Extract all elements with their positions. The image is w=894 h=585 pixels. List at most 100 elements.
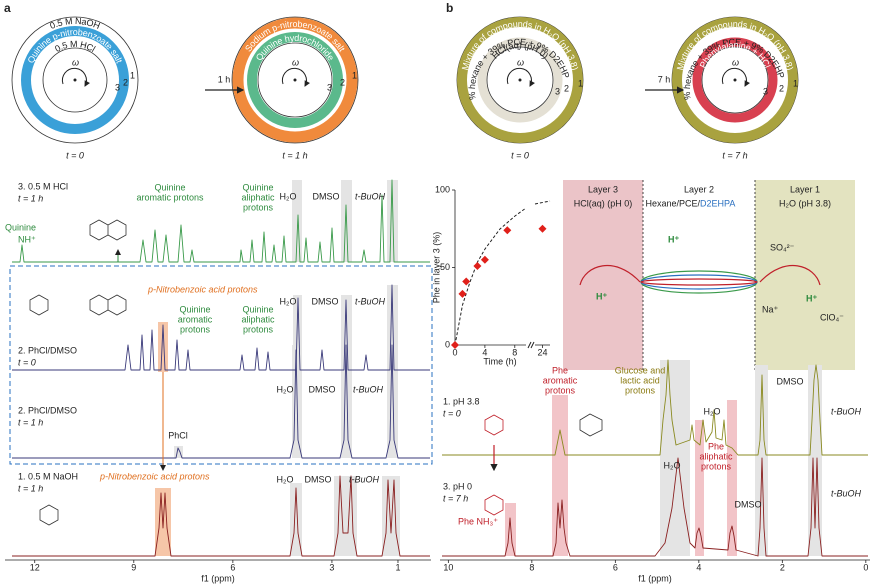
omega: ω <box>517 57 524 67</box>
layer-number: 2 <box>564 83 569 93</box>
peak-label: t-BuOH <box>349 474 380 484</box>
peak-label: Quinine <box>154 182 185 192</box>
trace-name: 3. 0.5 M HCl <box>18 181 68 191</box>
peak-label: H₂O <box>704 406 721 416</box>
x-tick-label: 12 <box>30 562 40 572</box>
layer-name: Layer 1 <box>790 184 820 194</box>
time-label: t = 0 <box>511 150 529 160</box>
trace-time: t = 0 <box>18 357 36 367</box>
peak-label: t-BuOH <box>355 191 386 201</box>
data-point <box>503 226 512 235</box>
ring-centers: ω 3 2 1 ω 3 2 1 ω 3 2 1 ω 3 2 1 <box>61 57 798 96</box>
layer-number: 1 <box>793 78 798 88</box>
peak-label: Glucose and <box>615 365 666 375</box>
layer-number: 3 <box>115 82 120 92</box>
peak-label: H₂O <box>280 296 297 306</box>
species: H⁺ <box>668 234 679 244</box>
axis-break <box>527 341 535 349</box>
peak-label: aliphatic <box>241 192 275 202</box>
peak-label: lactic acid <box>620 375 660 385</box>
layer-name: Layer 3 <box>588 184 618 194</box>
spectrum <box>12 475 430 557</box>
ring-label: 0.5 M HCl <box>53 39 97 54</box>
trace-name: 1. pH 3.8 <box>443 396 480 406</box>
data-point <box>480 255 489 264</box>
spectrum-labels: 1. pH 3.8 t = 0 Phe aromatic protons Glu… <box>443 365 861 526</box>
ring-label: 0.5 M NaOH <box>49 16 102 31</box>
arrow-label: 1 h <box>218 74 231 84</box>
omega: ω <box>732 57 739 67</box>
x-tick-label: 3 <box>329 562 334 572</box>
y-axis-label: Phe in layer 3 (%) <box>431 232 441 304</box>
peak-label: aliphatic <box>241 314 275 324</box>
spectrum <box>12 179 430 263</box>
trace-time: t = 1 h <box>18 193 43 203</box>
peak-label: Quinine <box>179 304 210 314</box>
trace-name: 3. pH 0 <box>443 481 472 491</box>
data-point <box>473 261 482 270</box>
panel-label: a <box>4 1 11 15</box>
peak-label: Quinine <box>242 304 273 314</box>
peak-label: H₂O <box>277 474 294 484</box>
peak-label: DMSO <box>313 191 340 201</box>
trace-time: t = 1 h <box>18 483 43 493</box>
layer-medium: H₂O (pH 3.8) <box>779 198 831 208</box>
time-label: t = 1 h <box>282 150 307 160</box>
peak-label: DMSO <box>305 474 332 484</box>
peak-label: H₂O <box>664 460 681 470</box>
peak-label: DMSO <box>735 499 762 509</box>
x-tick-label: 8 <box>512 347 517 357</box>
x-tick-label: 2 <box>780 562 785 572</box>
dashed-box <box>9 265 433 465</box>
trace-time: t = 7 h <box>443 493 468 503</box>
spectrum <box>12 284 430 371</box>
y-tick-label: 100 <box>435 184 450 194</box>
peak-label: t-BuOH <box>831 488 862 498</box>
layer-medium: Hexane/PCE/ <box>645 198 700 208</box>
layer-number: 1 <box>352 70 357 80</box>
peak-label: DMSO <box>312 296 339 306</box>
x-tick-label: 8 <box>529 562 534 572</box>
peak-label: NH⁺ <box>18 234 36 244</box>
species: H⁺ <box>806 293 817 303</box>
layer-number: 2 <box>123 77 128 87</box>
omega: ω <box>72 57 79 67</box>
peak-label: t-BuOH <box>355 296 386 306</box>
peak-label: p-Nitrobenzoic acid protons <box>147 284 258 294</box>
species: ClO₄⁻ <box>820 312 844 322</box>
layer-number: 1 <box>578 78 583 88</box>
species: H⁺ <box>596 291 607 301</box>
trace-name: 1. 0.5 M NaOH <box>18 471 78 481</box>
spectrum-labels: 3. 0.5 M HCl t = 1 h Quinine NH⁺ Quinine… <box>5 181 385 493</box>
x-tick-label: 4 <box>696 562 701 572</box>
layers: Layer 3 HCl(aq) (pH 0) Layer 2 Hexane/PC… <box>563 180 855 370</box>
x-tick-label: 0 <box>452 347 457 357</box>
x-tick-label: 6 <box>230 562 235 572</box>
structure <box>29 219 603 526</box>
y-tick-label: 0 <box>445 339 450 349</box>
layer-number: 3 <box>327 82 332 92</box>
peak-label: H₂O <box>280 191 297 201</box>
x-tick-label: 9 <box>131 562 136 572</box>
x-tick-label: 24 <box>537 347 547 357</box>
peak-label: PhCl <box>168 430 188 440</box>
highlight <box>382 476 400 556</box>
data-point <box>458 289 467 298</box>
trace-name: 2. PhCl/DMSO <box>18 405 77 415</box>
x-axis-label: Time (h) <box>483 356 516 366</box>
x-axis-label: f1 (ppm) <box>201 573 235 583</box>
data-point <box>538 224 547 233</box>
x-tick-label: 1 <box>395 562 400 572</box>
peak-label: Quinine <box>242 182 273 192</box>
omega: ω <box>292 57 299 67</box>
x-tick-label: 10 <box>443 562 453 572</box>
x-tick-label: 0 <box>863 562 868 572</box>
peak-label: aromatic <box>178 314 213 324</box>
peak-label: aliphatic <box>699 451 733 461</box>
peak-label: p-Nitrobenzoic acid protons <box>99 471 210 481</box>
peak-label: t-BuOH <box>831 406 862 416</box>
layer-number: 3 <box>555 86 560 96</box>
x-axis-label: f1 (ppm) <box>638 573 672 583</box>
peak-label: protons <box>243 324 274 334</box>
